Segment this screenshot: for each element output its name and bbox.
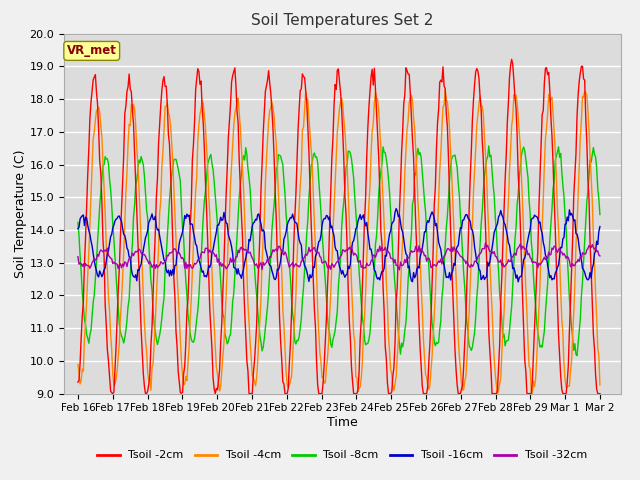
Text: VR_met: VR_met <box>67 44 116 58</box>
X-axis label: Time: Time <box>327 416 358 429</box>
Legend: Tsoil -2cm, Tsoil -4cm, Tsoil -8cm, Tsoil -16cm, Tsoil -32cm: Tsoil -2cm, Tsoil -4cm, Tsoil -8cm, Tsoi… <box>93 446 592 465</box>
Title: Soil Temperatures Set 2: Soil Temperatures Set 2 <box>252 13 433 28</box>
Y-axis label: Soil Temperature (C): Soil Temperature (C) <box>13 149 27 278</box>
